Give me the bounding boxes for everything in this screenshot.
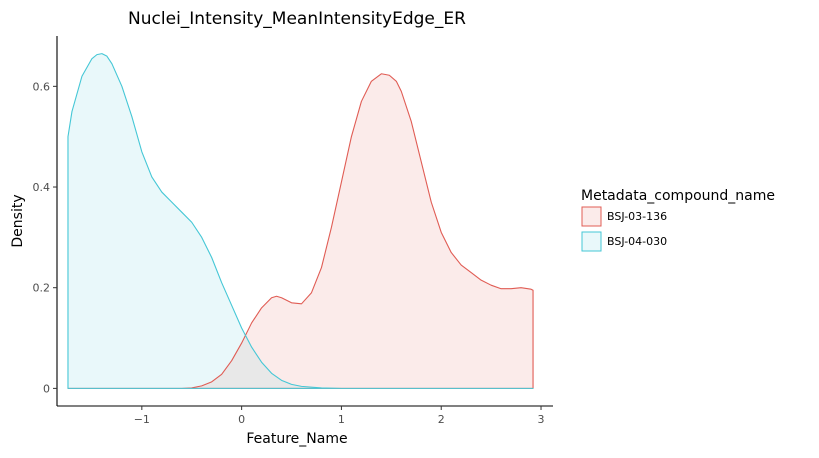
- legend-key: [581, 231, 602, 252]
- y-axis-title: Density: [10, 194, 26, 247]
- x-tick-label: −1: [134, 413, 150, 426]
- y-tick-label: 0.2: [33, 282, 51, 295]
- plot-area: [67, 53, 534, 389]
- x-axis-title: Feature_Name: [246, 431, 347, 447]
- y-tick-label: 0: [43, 382, 50, 395]
- area-fill-1: [67, 53, 534, 389]
- x-tick-label: 2: [438, 413, 445, 426]
- y-tick-label: 0.4: [33, 181, 51, 194]
- legend-label: BSJ-04-030: [607, 235, 667, 248]
- legend-title: Metadata_compound_name: [581, 188, 775, 204]
- x-tick-label: 0: [238, 413, 245, 426]
- legend: Metadata_compound_name BSJ-03-136 BSJ-04-…: [581, 188, 775, 252]
- density-line-1: [67, 53, 534, 389]
- density-line-0: [67, 73, 534, 389]
- x-tick-label: 3: [538, 413, 545, 426]
- x-tick-label: 1: [338, 413, 345, 426]
- y-axis-ticks: 0 0.2 0.4 0.6: [33, 80, 57, 395]
- y-tick-label: 0.6: [33, 80, 51, 93]
- legend-key: [581, 206, 602, 227]
- x-axis-ticks: −1 0 1 2 3: [134, 406, 545, 426]
- chart-title: Nuclei_Intensity_MeanIntensityEdge_ER: [128, 9, 466, 29]
- legend-label: BSJ-03-136: [607, 210, 667, 223]
- area-fill-0: [67, 73, 534, 389]
